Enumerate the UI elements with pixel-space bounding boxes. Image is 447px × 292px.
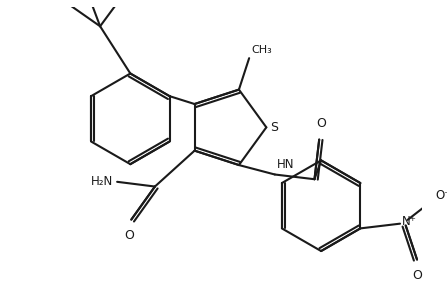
Text: H₂N: H₂N — [91, 175, 114, 188]
Text: N⁺: N⁺ — [402, 215, 417, 228]
Text: HN: HN — [277, 158, 294, 171]
Text: S: S — [270, 121, 278, 134]
Text: O: O — [316, 117, 326, 130]
Text: CH₃: CH₃ — [251, 45, 272, 55]
Text: O: O — [124, 229, 135, 242]
Text: O⁻: O⁻ — [435, 189, 447, 202]
Text: O: O — [412, 269, 422, 282]
